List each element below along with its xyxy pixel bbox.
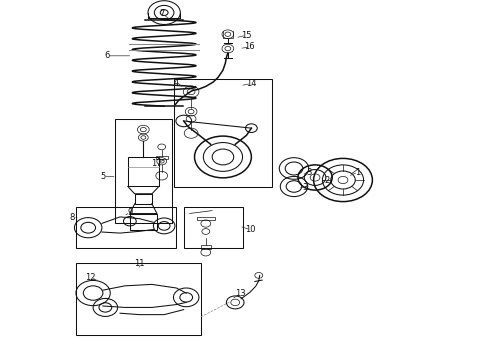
Bar — [201, 245, 211, 249]
Text: 3: 3 — [306, 168, 311, 177]
Bar — [76, 207, 176, 248]
Text: 11: 11 — [134, 259, 145, 268]
Bar — [128, 157, 159, 186]
Bar — [135, 194, 152, 204]
Text: 15: 15 — [241, 31, 251, 40]
Text: 9: 9 — [127, 208, 132, 217]
Text: 2: 2 — [325, 176, 330, 185]
Bar — [115, 119, 172, 223]
Text: 8: 8 — [70, 213, 75, 222]
Text: 14: 14 — [245, 79, 256, 88]
Bar — [130, 213, 157, 230]
Bar — [156, 156, 168, 159]
Text: 10: 10 — [245, 225, 255, 234]
Bar — [184, 207, 243, 248]
Text: 3: 3 — [302, 183, 307, 192]
Text: 4: 4 — [174, 77, 179, 86]
Text: 1: 1 — [355, 167, 360, 176]
Text: 17: 17 — [151, 159, 162, 168]
Text: 16: 16 — [245, 42, 255, 51]
Text: 5: 5 — [100, 172, 105, 181]
Bar — [76, 263, 201, 335]
Text: 6: 6 — [104, 51, 109, 60]
Text: 13: 13 — [235, 289, 245, 298]
Bar — [174, 79, 272, 187]
Text: 7: 7 — [159, 9, 164, 18]
Text: 12: 12 — [85, 273, 96, 282]
Bar — [197, 217, 215, 220]
